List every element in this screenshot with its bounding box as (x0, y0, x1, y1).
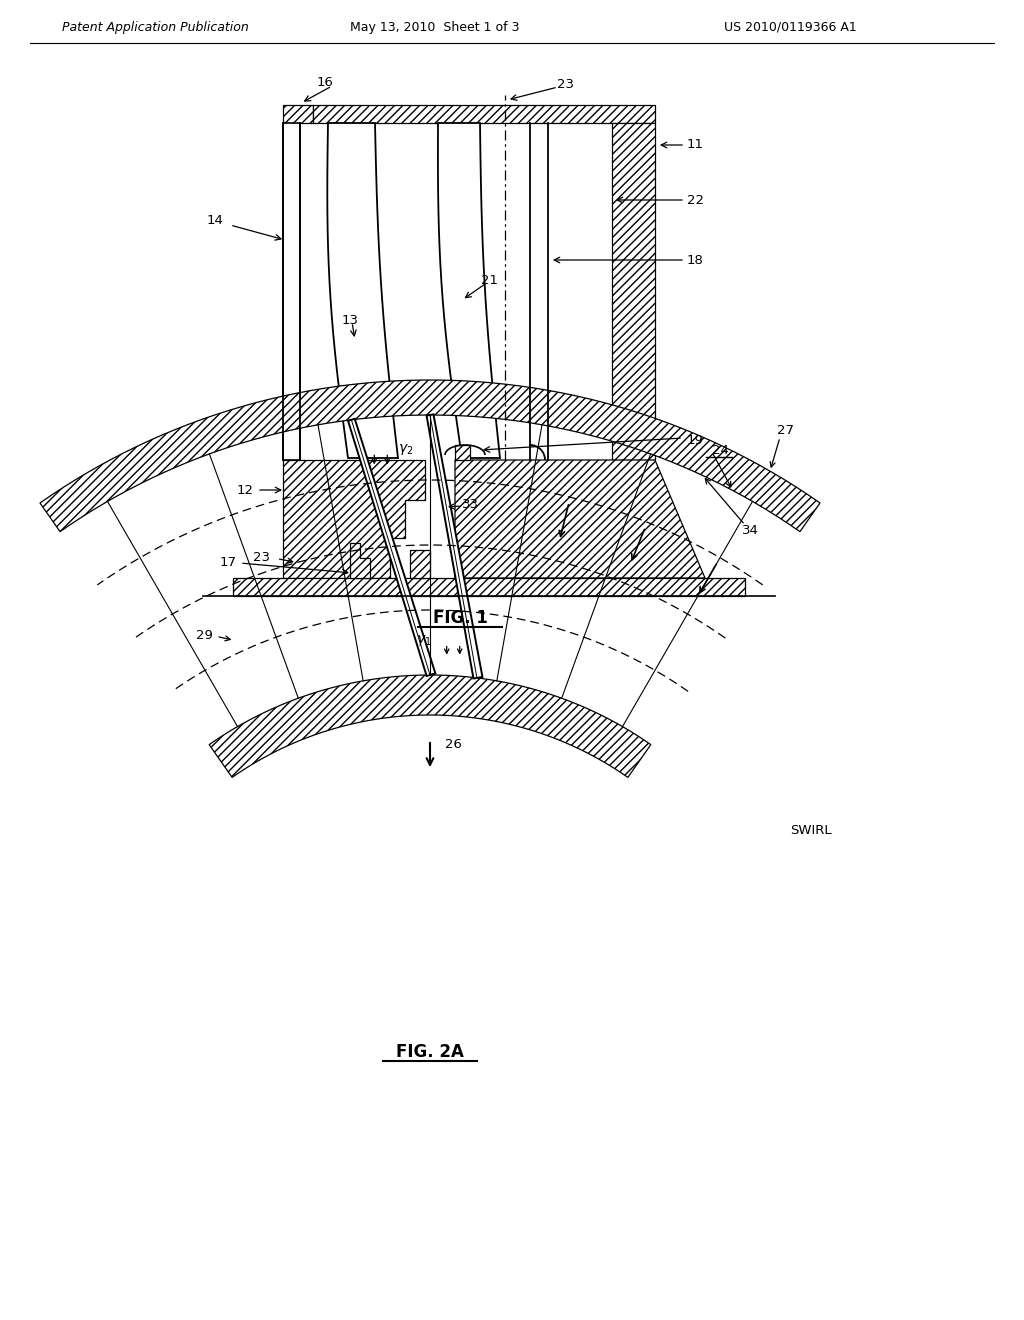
Polygon shape (40, 380, 820, 532)
Text: 19: 19 (686, 433, 703, 446)
Text: Patent Application Publication: Patent Application Publication (61, 21, 249, 33)
Polygon shape (438, 123, 500, 458)
Polygon shape (348, 418, 435, 676)
Text: 12: 12 (237, 483, 254, 496)
Text: 18: 18 (686, 253, 703, 267)
Text: May 13, 2010  Sheet 1 of 3: May 13, 2010 Sheet 1 of 3 (350, 21, 520, 33)
Polygon shape (455, 445, 470, 459)
Text: 24: 24 (712, 444, 728, 457)
Text: 23: 23 (253, 550, 270, 564)
Text: SWIRL: SWIRL (790, 824, 831, 837)
Text: 33: 33 (462, 499, 478, 511)
Text: 16: 16 (316, 77, 334, 90)
Text: 22: 22 (686, 194, 703, 206)
Text: 17: 17 (219, 557, 237, 569)
Text: $\gamma_1$: $\gamma_1$ (416, 634, 431, 648)
Text: 29: 29 (196, 628, 213, 642)
Text: 27: 27 (776, 424, 794, 437)
Polygon shape (427, 414, 482, 678)
Text: 14: 14 (207, 214, 223, 227)
Text: 34: 34 (741, 524, 759, 536)
Polygon shape (233, 578, 745, 597)
Text: 26: 26 (445, 738, 462, 751)
Text: 11: 11 (686, 139, 703, 152)
Text: FIG. 1: FIG. 1 (432, 609, 487, 627)
Polygon shape (283, 106, 313, 123)
Polygon shape (313, 106, 655, 123)
Polygon shape (283, 123, 300, 459)
Polygon shape (350, 543, 370, 578)
Polygon shape (410, 550, 430, 578)
Polygon shape (283, 459, 425, 578)
Text: 21: 21 (481, 273, 499, 286)
Polygon shape (209, 675, 651, 777)
Text: $\gamma_2$: $\gamma_2$ (397, 442, 413, 457)
Polygon shape (612, 123, 655, 459)
Text: 23: 23 (556, 78, 573, 91)
Text: FIG. 2A: FIG. 2A (396, 1043, 464, 1061)
Polygon shape (455, 459, 705, 578)
Text: 13: 13 (341, 314, 358, 326)
Text: US 2010/0119366 A1: US 2010/0119366 A1 (724, 21, 856, 33)
Polygon shape (328, 123, 398, 458)
